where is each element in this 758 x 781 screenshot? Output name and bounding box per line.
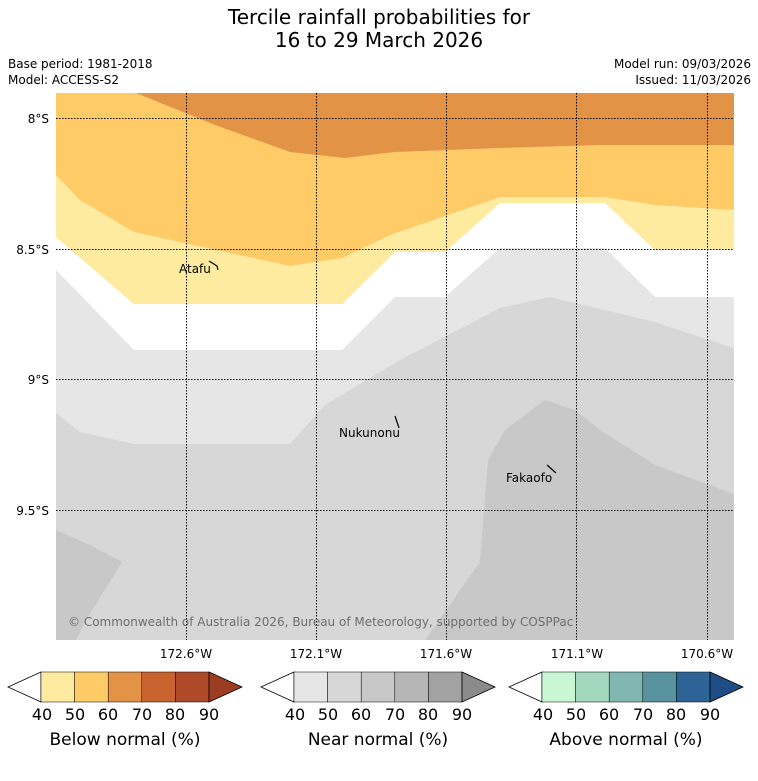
above-bar-extend-low: [508, 671, 543, 703]
tick-near-60: 60: [350, 705, 372, 724]
legend-below-label: Below normal (%): [49, 730, 201, 750]
graticule: [56, 93, 734, 640]
no-dominant-region: [56, 203, 734, 350]
above-bar-segment-1: [541, 671, 576, 703]
lat-label-8s: 8°S: [28, 112, 49, 126]
above-bar-segment-5: [676, 671, 711, 703]
place-fakaofo: Fakaofo: [506, 471, 552, 485]
below-60-region: [136, 93, 734, 158]
above-bar-segment-4: [642, 671, 677, 703]
below-bar-segment-1: [40, 671, 75, 703]
tick-below-40: 40: [31, 705, 53, 724]
above-bar-segment-2: [575, 671, 610, 703]
model-run: Model run: 09/03/2026: [613, 57, 751, 71]
tick-above-40: 40: [532, 705, 554, 724]
near-bar-segment-4: [394, 671, 429, 703]
legend-above-label: Above normal (%): [549, 730, 703, 750]
below-bar-segment-3: [107, 671, 143, 703]
near-bar-segment-1: [293, 671, 328, 703]
lat-label-8-5s: 8.5°S: [16, 243, 49, 257]
tick-near-80: 80: [417, 705, 439, 724]
near-bar-extend-high: [461, 671, 496, 703]
near-bar-segment-3: [360, 671, 396, 703]
lon-label-172-6w: 172.6°W: [160, 647, 212, 661]
map-area: Atafu Nukunonu Fakaofo © Commonwealth of…: [56, 93, 734, 640]
nukunonu-island-mark: [394, 415, 400, 429]
tick-above-50: 50: [565, 705, 587, 724]
tick-above-70: 70: [632, 705, 654, 724]
tick-below-60: 60: [97, 705, 119, 724]
near-bar-segment-2: [327, 671, 362, 703]
tick-below-80: 80: [164, 705, 186, 724]
below-bar-segment-2: [74, 671, 109, 703]
issued-date: Issued: 11/03/2026: [635, 73, 751, 87]
tick-near-40: 40: [284, 705, 306, 724]
near-40-region: [56, 248, 734, 444]
near-60-region-west: [56, 530, 122, 640]
title-line-2: 16 to 29 March 2026: [274, 28, 484, 52]
below-bar-segment-4: [141, 671, 176, 703]
near-bar-extend-low: [260, 671, 295, 703]
near-60-region-east: [425, 400, 734, 640]
below-bar-segment-5: [175, 671, 210, 703]
lon-label-171-1w: 171.1°W: [551, 647, 603, 661]
title-line-1: Tercile rainfall probabilities for: [227, 5, 531, 29]
below-50-region: [56, 93, 734, 266]
fakaofo-island-mark: [546, 464, 557, 474]
lon-label-170-6w: 170.6°W: [681, 647, 733, 661]
place-nukunonu: Nukunonu: [339, 426, 400, 440]
colorbar-below-normal: [7, 671, 243, 703]
model-name: Model: ACCESS-S2: [8, 73, 120, 87]
below-bar-extend-low: [7, 671, 42, 703]
tick-near-90: 90: [451, 705, 473, 724]
tick-near-50: 50: [317, 705, 339, 724]
above-bar-extend-high: [709, 671, 744, 703]
lat-label-9s: 9°S: [28, 373, 49, 387]
tick-above-80: 80: [665, 705, 687, 724]
below-bar-extend-high: [208, 671, 243, 703]
tick-below-90: 90: [198, 705, 220, 724]
lon-label-172-1w: 172.1°W: [290, 647, 342, 661]
copyright-notice: © Commonwealth of Australia 2026, Bureau…: [68, 615, 573, 629]
legend-near-label: Near normal (%): [307, 730, 449, 750]
above-bar-segment-3: [608, 671, 644, 703]
atafu-island-mark: [208, 260, 219, 271]
tick-above-60: 60: [598, 705, 620, 724]
tick-below-70: 70: [131, 705, 153, 724]
lat-label-9-5s: 9.5°S: [16, 504, 49, 518]
lon-label-171-6w: 171.6°W: [420, 647, 472, 661]
colorbar-near-normal: [260, 671, 496, 703]
colorbar-above-normal: [508, 671, 744, 703]
tick-below-50: 50: [64, 705, 86, 724]
base-period: Base period: 1981-2018: [8, 57, 153, 71]
near-bar-segment-5: [428, 671, 463, 703]
tick-above-90: 90: [699, 705, 721, 724]
below-40-region: [56, 175, 734, 304]
place-atafu: Atafu: [179, 262, 211, 276]
tick-near-70: 70: [384, 705, 406, 724]
